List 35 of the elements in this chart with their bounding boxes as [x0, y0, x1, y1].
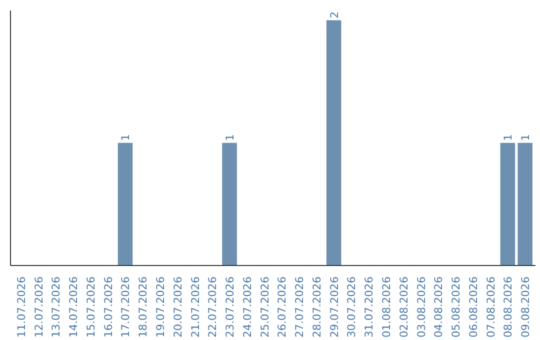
x-tick-label: 03.08.2026 — [414, 276, 428, 338]
x-tick-label: 24.07.2026 — [240, 276, 254, 338]
x-tick-label: 07.08.2026 — [484, 276, 498, 338]
x-tick-label: 21.07.2026 — [188, 276, 202, 338]
x-tick-label: 23.07.2026 — [224, 276, 237, 338]
x-tick-label: 30.07.2026 — [345, 276, 358, 338]
x-tick-label: 22.07.2026 — [206, 276, 220, 338]
x-tick-label: 13.07.2026 — [50, 276, 63, 338]
x-tick-label: 29.07.2026 — [328, 276, 341, 338]
x-tick-label: 02.08.2026 — [397, 276, 410, 338]
x-tick-label: 25.07.2026 — [258, 276, 272, 338]
x-tick-label: 26.07.2026 — [276, 276, 289, 338]
x-tick-label: 28.07.2026 — [310, 276, 324, 338]
data-label: 1 — [502, 134, 515, 141]
x-tick-label: 17.07.2026 — [119, 276, 132, 338]
x-tick-label: 12.07.2026 — [32, 276, 46, 338]
x-tick-label: 31.07.2026 — [362, 276, 376, 338]
data-label: 2 — [328, 12, 341, 18]
x-tick-label: 20.07.2026 — [171, 276, 184, 338]
x-tick-label: 18.07.2026 — [136, 276, 150, 338]
x-tick-label: 16.07.2026 — [102, 276, 115, 338]
data-label: 1 — [119, 134, 132, 141]
x-tick-label: 05.08.2026 — [450, 276, 463, 338]
x-tick-label: 14.07.2026 — [67, 276, 80, 338]
x-tick-label: 09.08.2026 — [519, 276, 532, 338]
x-tick-label: 06.08.2026 — [466, 276, 480, 338]
x-tick-label: 08.08.2026 — [502, 276, 515, 338]
x-tick-label: 15.07.2026 — [84, 276, 98, 338]
x-tick-label: 19.07.2026 — [154, 276, 168, 338]
x-tick-label: 01.08.2026 — [380, 276, 393, 338]
x-tick-label: 04.08.2026 — [432, 276, 446, 338]
data-label: 1 — [224, 134, 237, 141]
data-label: 1 — [519, 134, 532, 141]
x-tick-label: 27.07.2026 — [293, 276, 306, 338]
x-tick-label: 11.07.2026 — [14, 276, 28, 338]
